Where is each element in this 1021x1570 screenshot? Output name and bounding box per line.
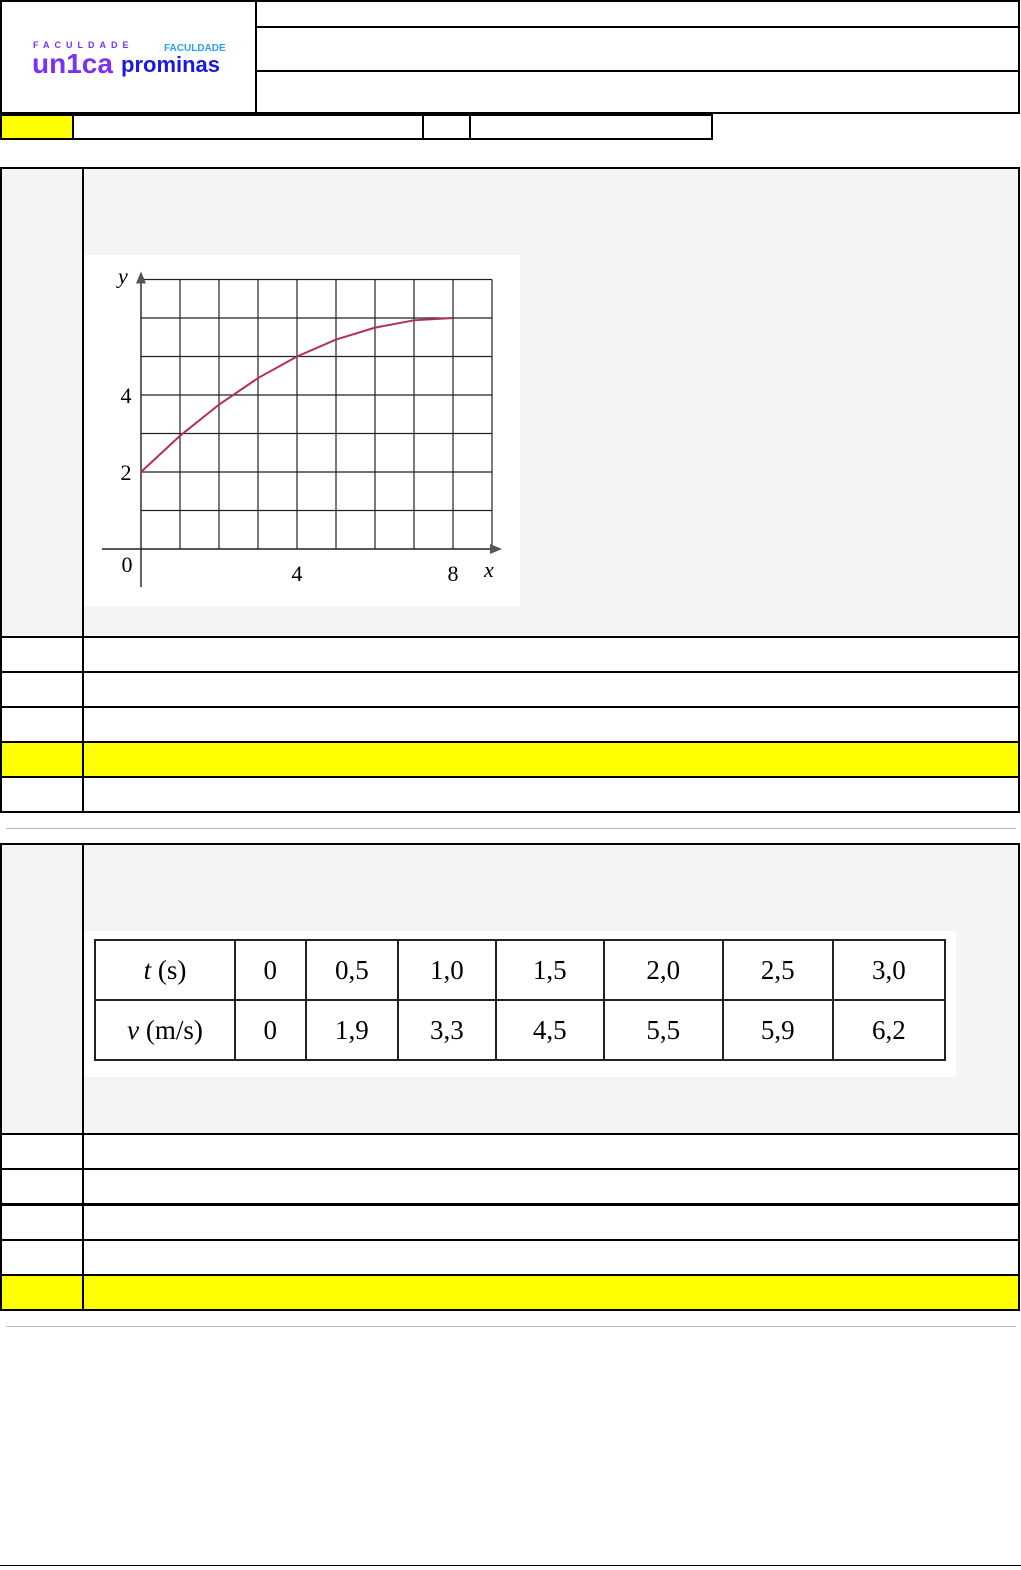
x-axis-arrow xyxy=(490,544,502,554)
unit: (s) xyxy=(151,954,187,985)
header-row-2 xyxy=(257,28,1018,72)
table-cell: 5,5 xyxy=(602,999,724,1061)
y-axis-label: y xyxy=(116,264,128,289)
svg-text:FACULDADE: FACULDADE xyxy=(164,43,226,54)
question-number-cell xyxy=(2,845,84,1133)
info-row xyxy=(0,114,713,140)
svg-text:prominas: prominas xyxy=(121,52,220,77)
question-2: t (s) 0 0,5 1,0 1,5 2,0 2,5 3,0 v (m/s) 0 1,9 3,3 4,… xyxy=(0,843,1020,1135)
table-cell: 1,9 xyxy=(304,999,400,1061)
info-cell-value xyxy=(471,116,711,138)
x-tick-label: 4 xyxy=(292,561,303,586)
option-row[interactable] xyxy=(0,706,1020,743)
header-row-1 xyxy=(257,2,1018,28)
option-row[interactable] xyxy=(0,1239,1020,1276)
y-tick-label: 4 xyxy=(121,383,132,408)
question-1: 0 4 8 2 4 x y xyxy=(0,167,1020,638)
info-cell-name xyxy=(74,116,424,138)
y-axis-arrow xyxy=(136,271,146,284)
table-cell: 1,5 xyxy=(494,939,605,1001)
table-cell: 2,5 xyxy=(721,939,834,1001)
question-1-graph: 0 4 8 2 4 x y xyxy=(84,255,520,606)
y-tick-label: 2 xyxy=(121,460,132,485)
svg-text:un1ca: un1ca xyxy=(32,48,113,79)
option-row[interactable] xyxy=(0,1133,1020,1170)
info-cell-label xyxy=(424,116,471,138)
option-row-highlighted[interactable] xyxy=(0,741,1020,778)
row-header: v (m/s) xyxy=(94,999,236,1061)
table-row: t (s) 0 0,5 1,0 1,5 2,0 2,5 3,0 xyxy=(94,939,947,1001)
logo-cell: FACULDADE un1ca FACULDADE prominas xyxy=(0,0,257,114)
table-cell: 0,5 xyxy=(304,939,400,1001)
header-row-3 xyxy=(257,72,1018,112)
institution-logo: FACULDADE un1ca FACULDADE prominas xyxy=(32,40,226,79)
table-cell: 3,3 xyxy=(397,999,497,1061)
option-row[interactable] xyxy=(0,1204,1020,1241)
info-highlight-cell xyxy=(2,116,74,138)
footer-line xyxy=(0,1565,1021,1566)
table-cell: 0 xyxy=(233,999,307,1061)
option-row[interactable] xyxy=(0,1168,1020,1205)
variable: v xyxy=(127,1014,140,1045)
table-cell: 5,9 xyxy=(721,999,834,1061)
option-row[interactable] xyxy=(0,776,1020,813)
table-cell: 0 xyxy=(233,939,307,1001)
option-row-highlighted[interactable] xyxy=(0,1274,1020,1311)
x-tick-label: 8 xyxy=(448,561,459,586)
question-2-table-image: t (s) 0 0,5 1,0 1,5 2,0 2,5 3,0 v (m/s) 0 1,9 3,3 4,… xyxy=(84,931,956,1077)
table-cell: 1,0 xyxy=(397,939,497,1001)
table-cell: 4,5 xyxy=(494,999,605,1061)
table-cell: 6,2 xyxy=(831,999,947,1061)
question-number-cell xyxy=(2,169,84,636)
x-tick-label: 0 xyxy=(122,552,133,577)
line-chart: 0 4 8 2 4 x y xyxy=(102,264,502,587)
velocity-time-table: t (s) 0 0,5 1,0 1,5 2,0 2,5 3,0 v (m/s) 0 1,9 3,3 4,… xyxy=(94,939,947,1061)
divider xyxy=(6,1326,1016,1327)
unit: (m/s) xyxy=(139,1014,203,1045)
table-cell: 2,0 xyxy=(602,939,724,1001)
option-row[interactable] xyxy=(0,671,1020,708)
x-axis-label: x xyxy=(483,557,494,582)
row-header: t (s) xyxy=(94,939,236,1001)
table-row: v (m/s) 0 1,9 3,3 4,5 5,5 5,9 6,2 xyxy=(94,999,947,1061)
header-fields xyxy=(255,0,1020,114)
svg-text:FACULDADE: FACULDADE xyxy=(33,40,134,50)
variable: t xyxy=(143,954,152,985)
option-row[interactable] xyxy=(0,636,1020,673)
table-cell: 3,0 xyxy=(831,939,947,1001)
divider xyxy=(6,828,1016,829)
